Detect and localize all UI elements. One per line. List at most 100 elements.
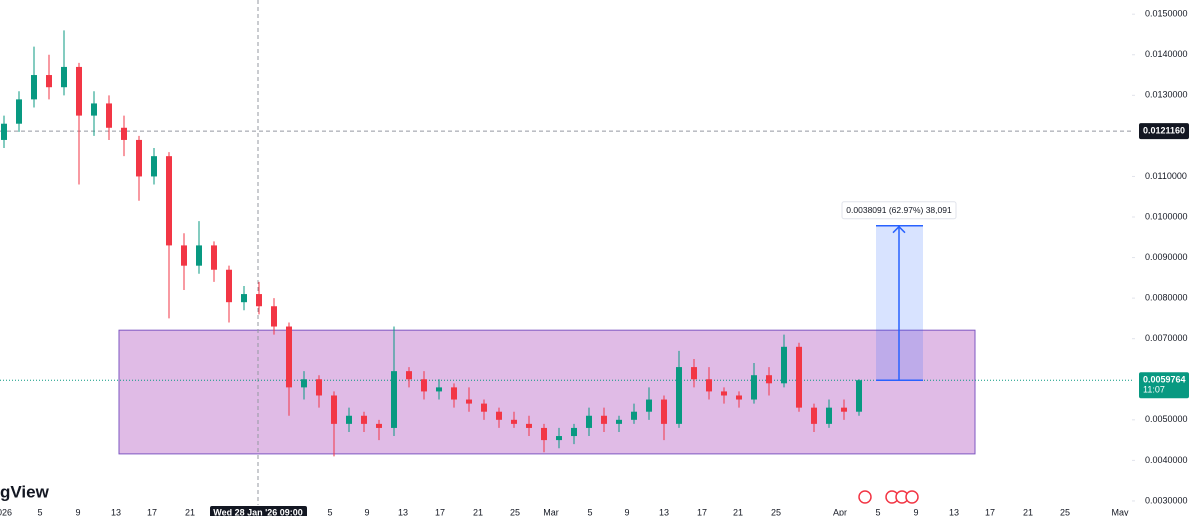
x-tick-label: 13 (949, 507, 959, 516)
candle-body (436, 387, 442, 392)
flag[interactable] (905, 490, 919, 504)
x-tick-label: 17 (435, 507, 445, 516)
crosshair-time-label: Wed 28 Jan '26 09:00 (213, 507, 303, 516)
candle-body (766, 375, 772, 384)
candle-body (136, 139, 142, 177)
y-tick-label: 0.0050000 (1145, 414, 1188, 424)
x-tick-label: 5 (327, 507, 332, 516)
candle-body (721, 391, 727, 396)
x-tick-label: 2026 (0, 507, 12, 516)
x-tick-label: 9 (624, 507, 629, 516)
crosshair-price-bg (1139, 123, 1189, 140)
x-tick-label: Apr (833, 507, 847, 516)
x-tick-label: 5 (37, 507, 42, 516)
candle-body (271, 306, 277, 327)
candle-body (241, 294, 247, 303)
x-tick-label: 5 (587, 507, 592, 516)
candle-body (316, 379, 322, 396)
candle-body (526, 423, 532, 428)
x-tick-label: May (1111, 507, 1129, 516)
candle-body (421, 379, 427, 392)
y-tick-label: 0.0150000 (1145, 9, 1188, 19)
x-tick-label: 9 (75, 507, 80, 516)
y-tick-label: 0.0080000 (1145, 293, 1188, 303)
candle-body (406, 371, 412, 380)
candle-body (751, 375, 757, 400)
candle-body (601, 415, 607, 424)
candle-body (91, 103, 97, 116)
x-tick-label: 25 (771, 507, 781, 516)
candle-body (571, 427, 577, 437)
countdown-label: 11:07 (1143, 385, 1165, 395)
candle-body (496, 411, 502, 420)
candle-body (46, 75, 52, 88)
candle-body (61, 66, 67, 88)
candle-body (811, 407, 817, 424)
last-price-bg (1139, 372, 1189, 399)
measure-label-bg (841, 201, 957, 220)
candle-body (631, 411, 637, 420)
candle-body (301, 379, 307, 388)
measure-label: 0.0038091 (62.97%) 38,091 (846, 205, 952, 215)
candle-body (646, 399, 652, 412)
y-tick-label: 0.0100000 (1145, 211, 1188, 221)
candle-body (106, 103, 112, 128)
event-flags (858, 490, 919, 504)
candle-body (676, 367, 682, 424)
x-tick-label: 13 (659, 507, 669, 516)
candle-body (796, 346, 802, 408)
candle-body (121, 127, 127, 140)
candle-body (481, 403, 487, 412)
y-tick-label: 0.0110000 (1145, 171, 1187, 181)
candle-body (226, 269, 232, 303)
candle-body (841, 407, 847, 412)
flag[interactable] (858, 490, 872, 504)
candle-body (31, 75, 37, 100)
x-tick-label: 25 (510, 507, 520, 516)
y-tick-label: 0.0140000 (1145, 49, 1188, 59)
y-tick-label: 0.0090000 (1145, 252, 1188, 262)
x-tick-label: 25 (1060, 507, 1070, 516)
candle-body (196, 245, 202, 266)
candle-body (586, 415, 592, 428)
y-tick-label: 0.0130000 (1145, 90, 1188, 100)
x-tick-label: 21 (473, 507, 483, 516)
candle-body (211, 245, 217, 270)
x-tick-label: 17 (985, 507, 995, 516)
candle-body (556, 436, 562, 441)
x-tick-label: 21 (1023, 507, 1033, 516)
candle-body (466, 399, 472, 404)
candle-body (286, 326, 292, 388)
candle-body (736, 395, 742, 400)
y-tick-label: 0.0070000 (1145, 333, 1188, 343)
candle-body (166, 156, 172, 246)
crosshair-time-bg (210, 506, 307, 516)
candle-body (181, 245, 187, 266)
x-tick-label: 17 (147, 507, 157, 516)
y-tick-label: 0.0040000 (1145, 455, 1188, 465)
y-tick-label: 0.0030000 (1145, 495, 1188, 505)
candle-body (376, 423, 382, 428)
candle-body (826, 407, 832, 424)
crosshair-price-label: 0.0121160 (1143, 126, 1185, 136)
x-tick-label: Mar (543, 507, 559, 516)
candle-body (361, 415, 367, 424)
candle-body (616, 419, 622, 424)
candle-body (346, 415, 352, 424)
candle-body (781, 346, 787, 384)
candle-body (256, 294, 262, 307)
candle-body (391, 371, 397, 428)
candle-body (451, 387, 457, 400)
candle-body (1, 123, 7, 140)
candle-body (16, 99, 22, 124)
x-tick-label: 21 (185, 507, 195, 516)
candle-body (151, 156, 157, 177)
candle-body (511, 419, 517, 424)
x-tick-label: 17 (697, 507, 707, 516)
x-tick-label: 13 (111, 507, 121, 516)
measure-arrowhead (892, 225, 906, 234)
x-tick-label: 9 (364, 507, 369, 516)
logo: gView (0, 482, 50, 501)
x-tick-label: 5 (875, 507, 880, 516)
